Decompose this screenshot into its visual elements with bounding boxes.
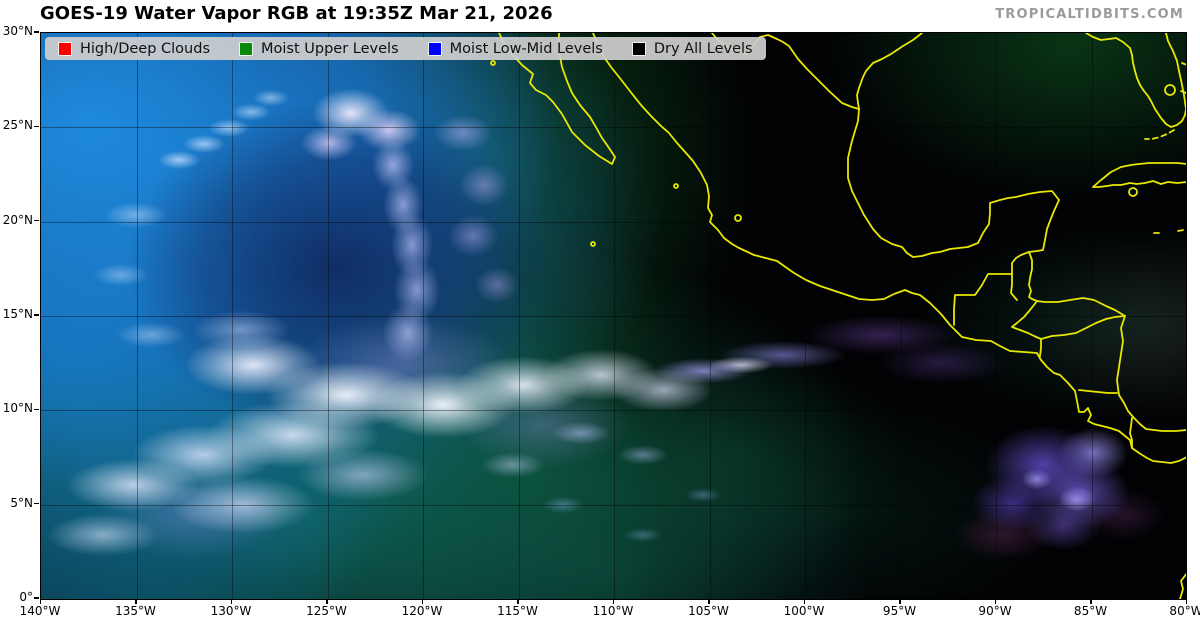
legend-item: Dry All Levels [631,40,753,57]
lon-tick-mark [612,599,614,604]
grid-line-vertical [136,33,138,599]
islas-marias [734,214,742,222]
lon-tick-label: 125°W [306,604,347,618]
lat-tick-label: 25°N [2,118,33,133]
legend-item: High/Deep Clouds [58,41,210,57]
coastline-layer [490,33,1186,599]
grid-line-vertical [900,33,902,599]
grid-line-vertical [614,33,615,599]
page-title: GOES-19 Water Vapor RGB at 19:35Z Mar 21… [40,3,553,24]
border-honduras-nicaragua [1040,315,1126,340]
lat-tick-mark [34,219,39,222]
lon-tick-label: 80°W [1169,604,1200,618]
lon-tick-label: 120°W [401,604,443,618]
lon-tick-mark [326,599,328,604]
coastline-gulf-of-mexico-yucatan-caribbean [847,108,1186,432]
grid-line-vertical [709,33,711,599]
lon-tick-label: 90°W [978,604,1012,618]
grid-line-vertical [518,33,520,599]
lon-tick-label: 140°W [19,604,61,618]
lon-tick-mark [1090,599,1092,604]
grid-line-horizontal [41,316,1186,317]
lat-tick-label: 5°N [10,495,33,510]
lon-tick-mark [1185,599,1187,604]
grid-line-vertical [423,33,424,599]
lat-tick-label: 20°N [2,212,33,227]
coastline-ecuador-corner [1179,572,1186,599]
legend-item-label: Moist Low-Mid Levels [449,40,603,57]
grid-layer [41,33,1186,599]
lon-tick-mark [421,599,423,604]
grid-line-horizontal [41,127,1186,129]
satellite-imagery-clouds [41,33,1186,599]
legend-swatch-icon [631,41,646,56]
lon-tick-label: 105°W [688,604,729,618]
border-guatemala-honduras-salvador [1011,300,1042,357]
lon-tick-mark [994,599,996,604]
lat-tick-label: 10°N [2,401,33,416]
lon-tick-label: 130°W [210,604,252,618]
lon-tick-mark [899,599,901,604]
map-canvas: High/Deep Clouds Moist Upper Levels Moist … [40,32,1187,600]
watermark: TROPICALTIDBITS.COM [995,7,1184,22]
coastline-florida-keys [1144,129,1175,140]
coastline-cuba-north [1092,162,1186,188]
lon-tick-label: 85°W [1073,604,1108,618]
border-mexico-guatemala-belize [953,251,1030,326]
coastline-baja-california [498,33,616,165]
legend-swatch-icon [239,41,254,56]
island-guadalupe [490,60,496,66]
grid-line-vertical [996,33,997,599]
grid-line-vertical [327,33,329,599]
legend-swatch-icon [58,41,72,56]
lat-tick-label: 0° [19,590,33,604]
lon-tick-mark [517,599,519,604]
coastline-cuba-south [1092,180,1186,188]
lon-tick-mark [708,599,710,604]
isle-of-youth [1128,187,1138,197]
lon-tick-mark [39,599,41,604]
legend: High/Deep Clouds Moist Upper Levels Moist … [45,37,766,60]
lat-tick-mark [34,408,39,411]
lat-tick-mark [34,31,39,33]
island-socorro [590,241,596,247]
lon-tick-mark [803,599,805,604]
coastline-mexico-pacific-central-america [592,33,1186,464]
lat-tick-label: 15°N [2,307,33,321]
cayman-islands [1153,229,1184,234]
island-isabel [673,183,679,189]
lon-tick-mark [230,599,232,604]
lat-tick-mark [34,314,39,316]
legend-item-label: Moist Upper Levels [261,40,399,57]
grid-line-vertical [232,33,233,599]
legend-item: Moist Upper Levels [239,41,399,57]
lon-tick-label: 110°W [592,604,634,618]
lon-tick-label: 95°W [882,604,917,618]
lake-okeechobee [1164,84,1176,96]
coastline-florida [1085,33,1186,128]
grid-line-horizontal [41,410,1186,412]
border-belize-guatemala [1010,273,1018,301]
grid-line-horizontal [41,221,1186,223]
lon-tick-label: 135°W [115,604,156,618]
legend-item-label: Dry All Levels [653,40,753,57]
border-costa-rica-panama [1129,417,1133,449]
grid-line-horizontal [41,504,1186,506]
lat-tick-label: 30°N [2,24,33,38]
coastline-texas-gulf [856,33,923,110]
legend-item-label: High/Deep Clouds [80,40,211,57]
lon-tick-label: 100°W [783,604,825,618]
lat-tick-mark [34,125,39,128]
grid-line-vertical [805,33,806,599]
lat-tick-mark [34,502,39,505]
legend-swatch-icon [427,41,442,56]
lat-tick-mark [34,597,39,599]
lon-tick-label: 115°W [497,604,538,618]
legend-item: Moist Low-Mid Levels [427,40,603,57]
bahamas-fragments [1180,62,1186,94]
lon-tick-mark [135,599,137,604]
border-nicaragua-costa-rica [1078,389,1118,394]
grid-line-vertical [1091,33,1093,599]
